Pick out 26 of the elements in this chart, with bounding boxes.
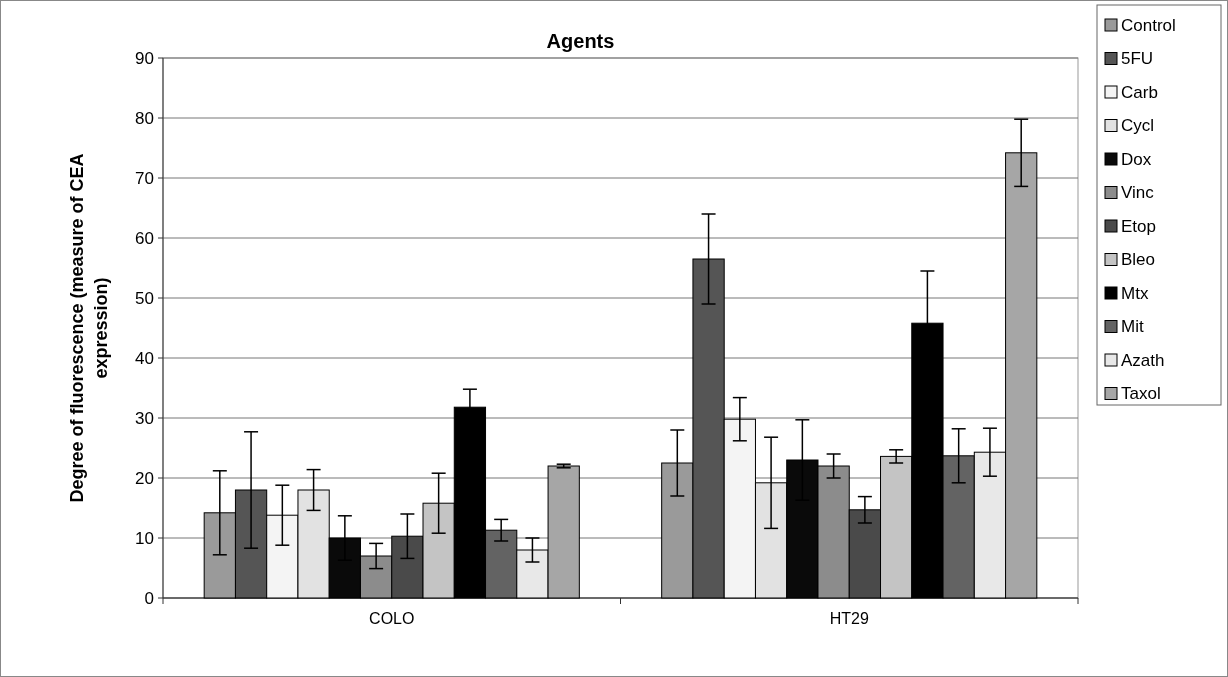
y-tick-label: 10 bbox=[135, 528, 154, 548]
y-tick-label: 30 bbox=[135, 408, 154, 428]
x-tick-label: HT29 bbox=[829, 610, 869, 627]
legend-label: Etop bbox=[1121, 216, 1156, 236]
y-tick-label: 40 bbox=[135, 348, 154, 368]
legend-label: Cycl bbox=[1121, 116, 1155, 136]
legend-label: Bleo bbox=[1121, 250, 1156, 270]
legend-label: Vinc bbox=[1121, 183, 1155, 203]
legend-label: Azath bbox=[1121, 350, 1165, 370]
legend-label: Carb bbox=[1121, 82, 1158, 102]
y-axis-title: Degree of fluorescence (measure of CEA expression) bbox=[67, 153, 111, 503]
y-tick-label: 90 bbox=[135, 48, 154, 68]
y-tick-label: 50 bbox=[135, 288, 154, 308]
y-tick-label: 80 bbox=[135, 108, 154, 128]
x-tick-label: COLO bbox=[369, 610, 415, 627]
legend-label: Mit bbox=[1121, 317, 1144, 337]
y-tick-label: 0 bbox=[144, 588, 154, 608]
y-tick-label: 70 bbox=[135, 168, 154, 188]
legend-label: Taxol bbox=[1121, 384, 1161, 404]
chart-title: Agents bbox=[546, 30, 615, 52]
y-tick-label: 60 bbox=[135, 228, 154, 248]
legend-label: Dox bbox=[1121, 149, 1152, 169]
legend-label: 5FU bbox=[1121, 49, 1154, 69]
y-tick-label: 20 bbox=[135, 468, 154, 488]
legend-label: Control bbox=[1121, 15, 1176, 35]
legend-label: Mtx bbox=[1121, 283, 1149, 303]
